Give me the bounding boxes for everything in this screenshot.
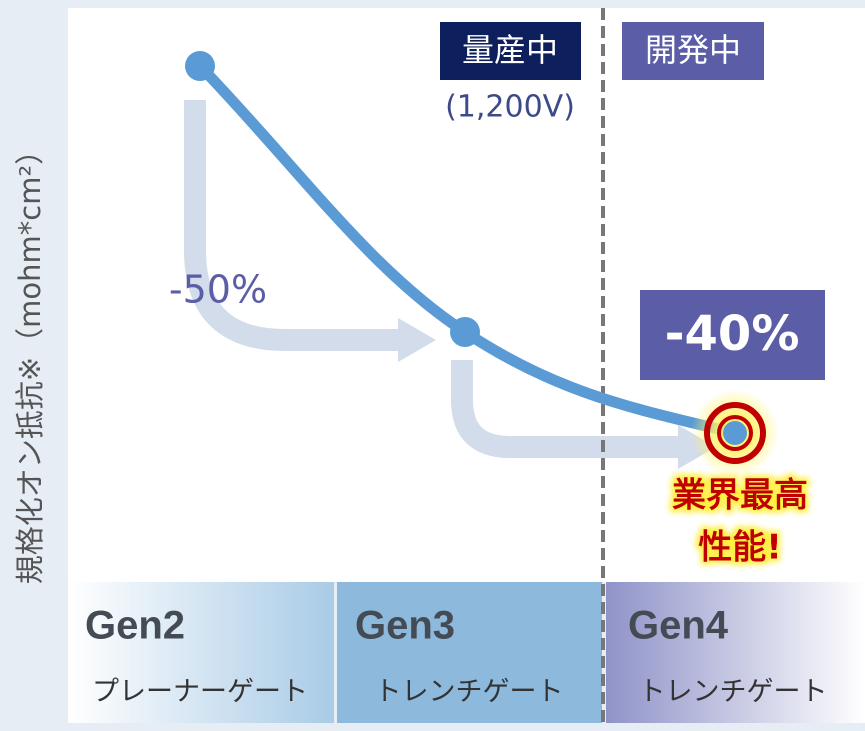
- gen3-band: [337, 582, 602, 723]
- gate-type: トレンチゲート: [375, 677, 564, 708]
- generation-name: Gen3: [355, 604, 455, 648]
- gen4-band: [606, 582, 865, 723]
- gate-type: トレンチゲート: [639, 677, 828, 708]
- badge-label: 量産中: [462, 31, 558, 69]
- target-ring: [717, 415, 753, 451]
- y-axis-label: 規格化オン抵抗※（mohm*cm²）: [13, 136, 47, 584]
- reduction-box: [640, 290, 825, 380]
- point: [450, 317, 480, 347]
- gate-type: プレーナーゲート: [92, 677, 308, 708]
- badge: [440, 22, 581, 80]
- badge-note: (1,200V): [445, 90, 575, 125]
- generation-name: Gen2: [85, 604, 185, 648]
- target-ring: [704, 402, 766, 464]
- arrow: [184, 100, 400, 351]
- gen2-band: [68, 582, 334, 723]
- point: [185, 51, 215, 81]
- highlight-text: 性能!: [698, 528, 782, 568]
- point: [723, 421, 747, 445]
- badge: [622, 22, 764, 80]
- arrow: [451, 360, 680, 458]
- generation-name: Gen4: [628, 604, 729, 648]
- reduction-label: -40%: [665, 306, 800, 362]
- highlight-text: 業界最高: [672, 476, 808, 516]
- badge-label: 開発中: [645, 31, 741, 69]
- arrowhead: [398, 318, 436, 362]
- reduction-label: -50%: [169, 268, 267, 312]
